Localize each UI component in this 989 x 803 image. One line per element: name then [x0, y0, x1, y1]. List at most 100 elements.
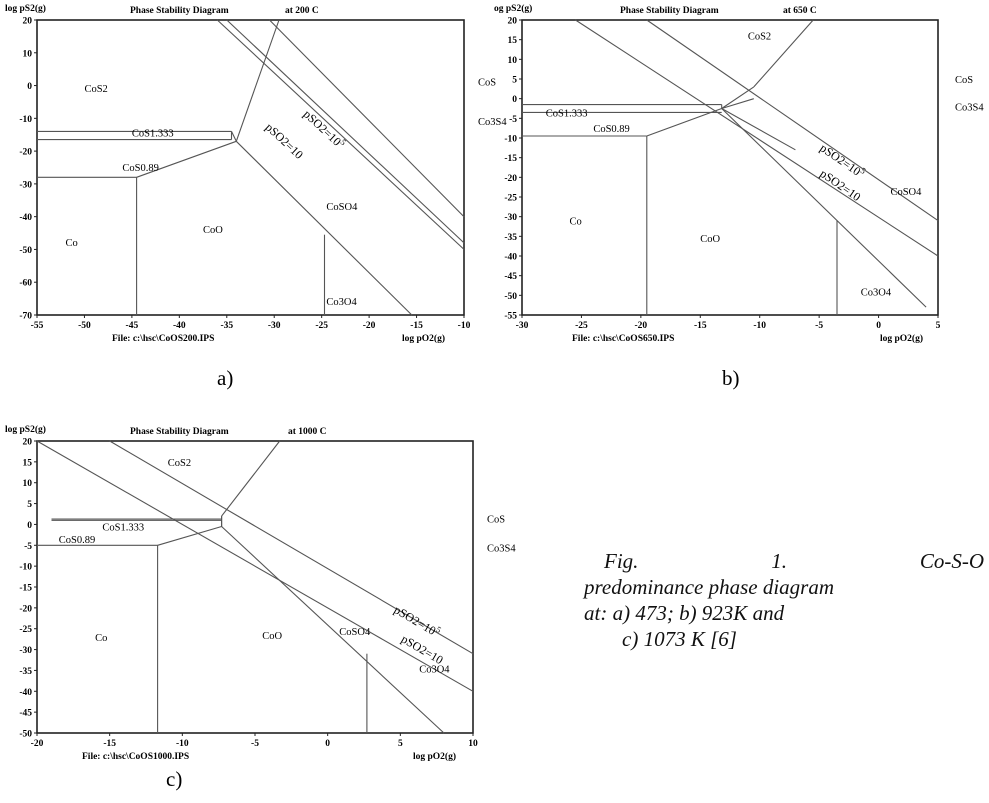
file-path-label: File: c:\hsc\CoOS1000.IPS — [82, 752, 189, 762]
x-tick-label: -10 — [458, 321, 471, 331]
y-axis-label: log pS2(g) — [5, 3, 46, 14]
y-tick-label: 0 — [27, 82, 32, 92]
x-tick-label: -15 — [694, 321, 707, 331]
x-tick-label: -30 — [268, 321, 281, 331]
isobar-label-exponent: 5 — [339, 137, 349, 147]
file-path-label: File: c:\hsc\CoOS200.IPS — [112, 334, 214, 344]
y-tick-label: -35 — [504, 233, 517, 243]
y-tick-label: -35 — [19, 667, 32, 677]
caption-system: Co-S-O — [919, 549, 984, 573]
y-tick-label: -20 — [504, 174, 517, 184]
phase-label-coo: CoO — [203, 225, 223, 236]
y-tick-label: 0 — [27, 521, 32, 531]
y-tick-label: 5 — [512, 76, 517, 86]
isobar-label-base: pSO2=10 — [301, 107, 344, 149]
x-tick-label: -45 — [126, 321, 139, 331]
phase-boundary-line — [753, 19, 814, 88]
phase-label-cos2: CoS2 — [168, 458, 191, 469]
subplot-label: b) — [722, 366, 740, 390]
y-tick-label: -55 — [504, 312, 517, 322]
x-tick-label: -25 — [575, 321, 588, 331]
phase-boundary-line — [221, 440, 281, 517]
chart-title: Phase Stability Diagram — [130, 6, 229, 16]
chart-title: Phase Stability Diagram — [130, 427, 229, 437]
phase-label-co3s4: Co3S4 — [955, 102, 984, 113]
phase-label-cos2: CoS2 — [748, 32, 771, 43]
y-tick-label: 10 — [23, 479, 33, 489]
x-tick-label: -10 — [753, 321, 766, 331]
phase-boundary-line — [36, 440, 474, 692]
isobar-label-base: pSO2=10 — [392, 603, 439, 638]
x-tick-label: 0 — [876, 321, 881, 331]
phase-label-cos1333: CoS1.333 — [546, 108, 588, 119]
phase-boundary-line — [721, 108, 796, 151]
y-tick-label: -25 — [19, 625, 32, 635]
y-axis-label: log pS2(g) — [5, 424, 46, 435]
phase-label-coso4: CoSO4 — [890, 187, 922, 198]
x-axis-label: log pO2(g) — [880, 333, 923, 344]
phase-label-cos089: CoS0.89 — [593, 124, 629, 135]
y-tick-label: 5 — [27, 500, 32, 510]
y-tick-label: 20 — [23, 438, 33, 448]
y-tick-label: -40 — [504, 253, 517, 263]
phase-label-coo: CoO — [700, 234, 720, 245]
y-tick-label: -45 — [504, 272, 517, 282]
chart-temperature: at 200 C — [285, 6, 319, 16]
y-tick-label: -30 — [504, 213, 517, 223]
isobar-label-exponent: 5 — [859, 165, 868, 176]
y-tick-label: -45 — [19, 709, 32, 719]
isobar-label: pSO2=105 — [392, 601, 444, 640]
y-tick-label: -30 — [19, 180, 32, 190]
x-tick-label: -25 — [315, 321, 328, 331]
plot-frame — [36, 440, 474, 734]
chart-temperature: at 1000 C — [288, 427, 327, 437]
x-tick-label: -40 — [173, 321, 186, 331]
y-axis-label: og pS2(g) — [494, 3, 532, 14]
y-tick-label: -50 — [504, 292, 517, 302]
phase-label-co3o4: Co3O4 — [861, 287, 892, 298]
y-tick-label: 0 — [512, 95, 517, 105]
phase-boundary-line — [235, 19, 280, 142]
x-tick-label: -5 — [251, 739, 259, 749]
phase-label-cos: CoS — [955, 75, 973, 86]
y-tick-label: 20 — [508, 17, 518, 27]
phase-diagram-c: -20 -15 -10 -5 0 5 1020151050-5-10-15-20-25-30… — [5, 424, 516, 791]
y-tick-label: -70 — [19, 312, 32, 322]
caption-line-2: predominance phase diagram — [584, 575, 835, 599]
y-tick-label: -40 — [19, 688, 32, 698]
phase-boundary-line — [136, 140, 237, 178]
x-tick-label: -20 — [31, 739, 44, 749]
phase-boundary-line — [646, 107, 722, 137]
x-tick-label: 5 — [398, 739, 403, 749]
y-tick-label: -50 — [19, 246, 32, 256]
phase-label-cos2: CoS2 — [84, 84, 107, 95]
phase-boundary-line — [646, 19, 939, 222]
phase-label-co: Co — [570, 217, 582, 228]
plot-frame — [521, 19, 939, 316]
x-axis-label: log pO2(g) — [413, 751, 456, 762]
y-tick-label: 10 — [508, 56, 518, 66]
y-tick-label: -10 — [504, 135, 517, 145]
phase-label-cos: CoS — [487, 514, 505, 525]
y-tick-label: 15 — [508, 36, 518, 46]
phase-boundary-line — [221, 526, 445, 734]
y-tick-label: -10 — [19, 563, 32, 573]
plot-frame — [36, 19, 465, 316]
y-tick-label: -60 — [19, 279, 32, 289]
subplot-label: a) — [217, 366, 233, 390]
y-tick-label: 10 — [23, 49, 33, 59]
y-tick-label: -15 — [19, 584, 32, 594]
y-tick-label: 20 — [23, 17, 33, 27]
phase-boundary-line — [109, 440, 474, 655]
x-tick-label: -20 — [635, 321, 648, 331]
y-tick-label: -25 — [504, 194, 517, 204]
phase-boundary-line — [575, 19, 939, 257]
x-tick-label: -35 — [220, 321, 233, 331]
chart-title: Phase Stability Diagram — [620, 6, 719, 16]
phase-label-cos1333: CoS1.333 — [132, 128, 174, 139]
caption-fig-word: Fig. — [604, 549, 639, 573]
x-tick-label: -55 — [31, 321, 44, 331]
phase-label-cos: CoS — [478, 78, 496, 89]
y-tick-label: -50 — [19, 730, 32, 740]
isobar-label: pSO2=10 — [263, 120, 306, 162]
